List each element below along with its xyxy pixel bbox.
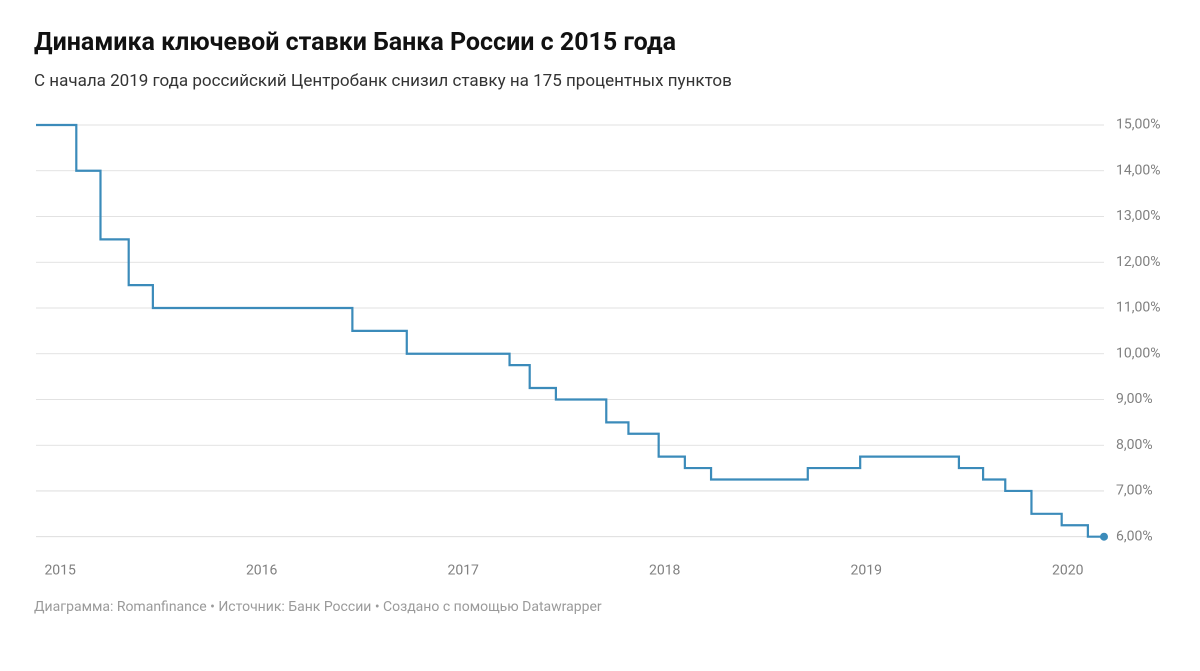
y-tick-label: 12,00%: [1116, 254, 1160, 270]
chart-footer: Диаграмма: Romanfinance • Источник: Банк…: [34, 599, 1166, 615]
y-tick-label: 6,00%: [1116, 528, 1153, 544]
y-tick-label: 8,00%: [1116, 437, 1153, 453]
x-tick-label: 2015: [44, 563, 76, 579]
y-tick-label: 14,00%: [1116, 162, 1160, 178]
x-tick-label: 2019: [850, 563, 881, 579]
chart-title: Динамика ключевой ставки Банка России с …: [34, 28, 1166, 57]
chart-subtitle: С начала 2019 года российский Центробанк…: [34, 71, 1166, 91]
y-tick-label: 11,00%: [1116, 300, 1160, 316]
x-tick-label: 2018: [649, 563, 681, 579]
x-tick-label: 2020: [1052, 563, 1084, 579]
endpoint-marker: [1100, 533, 1108, 541]
y-tick-label: 15,00%: [1116, 117, 1160, 133]
line-chart: 6,00% 7,00% 8,00% 9,00% 10,00% 11,00% 12,00% 13…: [34, 115, 1166, 585]
x-tick-label: 2016: [246, 563, 278, 579]
y-tick-label: 9,00%: [1116, 391, 1153, 407]
y-tick-label: 10,00%: [1116, 345, 1160, 361]
x-tick-label: 2017: [447, 563, 479, 579]
chart-container: 6,00% 7,00% 8,00% 9,00% 10,00% 11,00% 12,00% 13…: [34, 115, 1166, 585]
y-tick-label: 7,00%: [1116, 483, 1153, 499]
y-tick-label: 13,00%: [1116, 208, 1160, 224]
rate-line: [36, 125, 1104, 537]
